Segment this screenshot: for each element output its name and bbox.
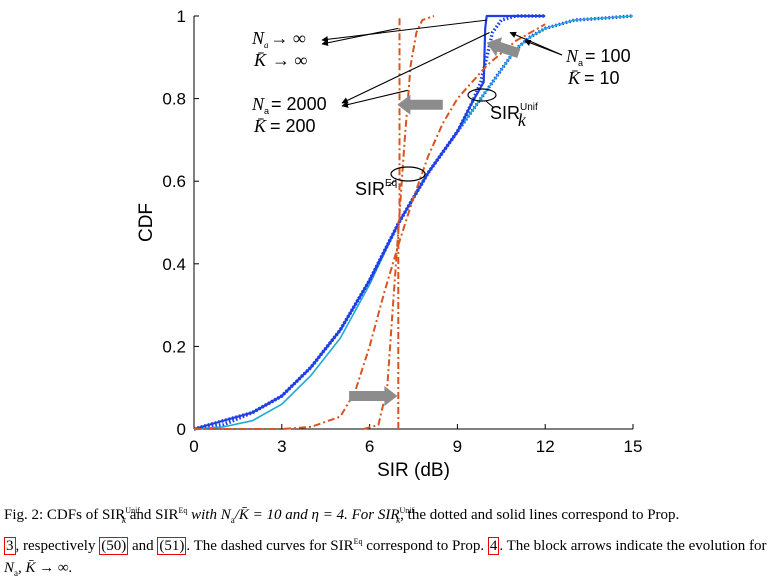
ref-prop-3[interactable]: 3 — [4, 537, 16, 555]
annotation-na-100: Na = 100 — [565, 46, 631, 68]
annotation-na-infinity: Na → ∞ — [251, 28, 306, 50]
y-tick-label: 0.2 — [162, 337, 186, 356]
label-sir-unif: SIRUnif k — [490, 102, 538, 130]
block-arrow-unif — [486, 37, 521, 58]
pointer-100-b — [524, 39, 563, 56]
sir-unif-ellipse — [467, 88, 497, 102]
sir-unif-pointer — [485, 100, 495, 109]
pointer-2000-unif — [341, 32, 490, 104]
x-tick-label: 15 — [624, 437, 643, 456]
sir-eq-ellipse — [390, 166, 426, 182]
sir-eq-pointer — [387, 179, 397, 187]
y-axis-label: CDF — [136, 203, 157, 242]
annotation-pointers — [321, 19, 563, 108]
annotation-na-2000: Na = 2000 — [251, 94, 327, 116]
series-eq-dashed-5 — [363, 15, 435, 430]
figure-caption: Fig. 2: CDFs of SIRUnifk and SIREq with … — [4, 500, 779, 584]
block-arrow-eq-top — [397, 94, 443, 115]
series-eq-dashed-6 — [397, 16, 401, 429]
block-arrows — [349, 37, 521, 406]
annotation-k-200: K̄ = 200 — [253, 116, 316, 136]
caption-line-2: 3, respectively (50) and (51). The dashe… — [4, 537, 767, 555]
pointer-2000-eq — [341, 89, 408, 108]
x-axis-label: SIR (dB) — [377, 460, 450, 481]
caption-line-1: Fig. 2: CDFs of SIRUnifk and SIREq with … — [4, 506, 680, 525]
y-tick-label: 0.4 — [162, 255, 186, 274]
ref-prop-4[interactable]: 4 — [487, 537, 500, 555]
y-tick-label: 0.6 — [162, 172, 186, 191]
x-tick-label: 3 — [277, 437, 286, 456]
x-tick-label: 12 — [536, 437, 555, 456]
x-tick-label: 6 — [365, 437, 374, 456]
y-tick-label: 0 — [177, 420, 186, 439]
annotation-k-infinity: K̄ → ∞ — [253, 50, 307, 70]
axes: 0 3 6 9 12 15 0 0.2 0.4 0.6 0.8 1 SIR (dB) CDF — [136, 7, 642, 481]
pointer-inf-unif — [321, 19, 487, 43]
ref-eq-50[interactable]: (50) — [99, 537, 129, 555]
pointer-inf-eq — [321, 27, 399, 47]
y-tick-label: 0.8 — [162, 90, 186, 109]
annotation-k-10: K̄ = 10 — [567, 68, 620, 88]
block-arrow-eq-bottom — [349, 386, 398, 406]
x-tick-label: 9 — [453, 437, 462, 456]
y-tick-label: 1 — [177, 7, 186, 26]
ref-eq-51[interactable]: (51) — [157, 537, 187, 555]
series-unif-solid-3 — [193, 14, 546, 431]
x-tick-label: 0 — [189, 437, 198, 456]
series-unif-dotted-2 — [193, 14, 546, 431]
caption-line-3: Na, K̄ → ∞. — [4, 560, 73, 578]
label-sir-eq: SIREq — [355, 178, 397, 199]
